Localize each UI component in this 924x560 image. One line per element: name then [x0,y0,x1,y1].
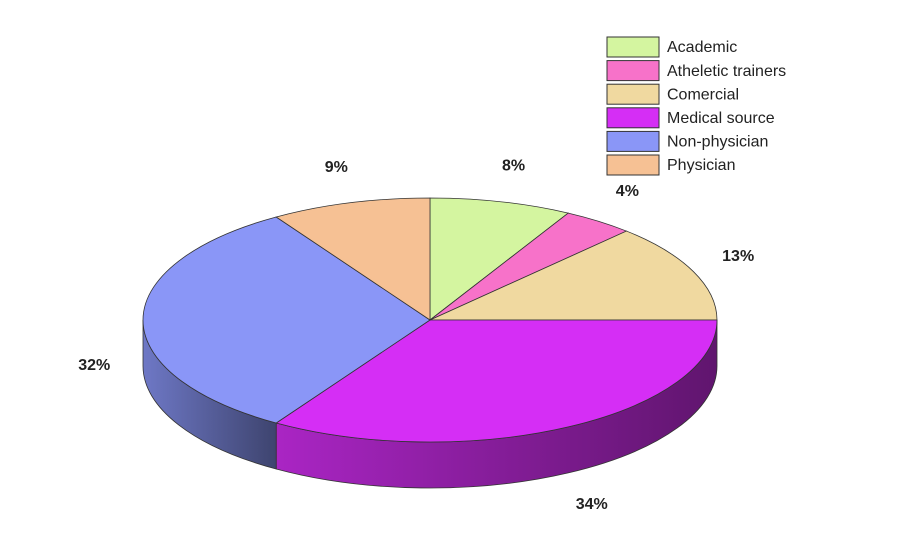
slice [142,216,431,424]
slice [275,319,718,443]
legend-label: Atheletic trainers [667,63,786,80]
slice-label: 8% [502,158,525,175]
legend-label: Comercial [667,86,739,103]
slice [275,197,431,321]
legend-swatch [606,154,660,176]
legend-label: Non-physician [667,134,768,151]
legend-swatch [606,60,660,82]
slice-label: 13% [722,248,754,265]
slice-label: 34% [576,496,608,513]
legend-label: Medical source [667,110,775,127]
legend-swatch [606,83,660,105]
slice-label: 9% [325,159,348,176]
legend-label: Academic [667,39,737,56]
slice-label: 32% [78,357,110,374]
legend-swatch [606,107,660,129]
legend-swatch [606,130,660,152]
slice [429,197,570,321]
slice [429,230,718,321]
legend-swatch [606,36,660,58]
slice-label: 4% [616,183,639,200]
legend-label: Physician [667,157,735,174]
